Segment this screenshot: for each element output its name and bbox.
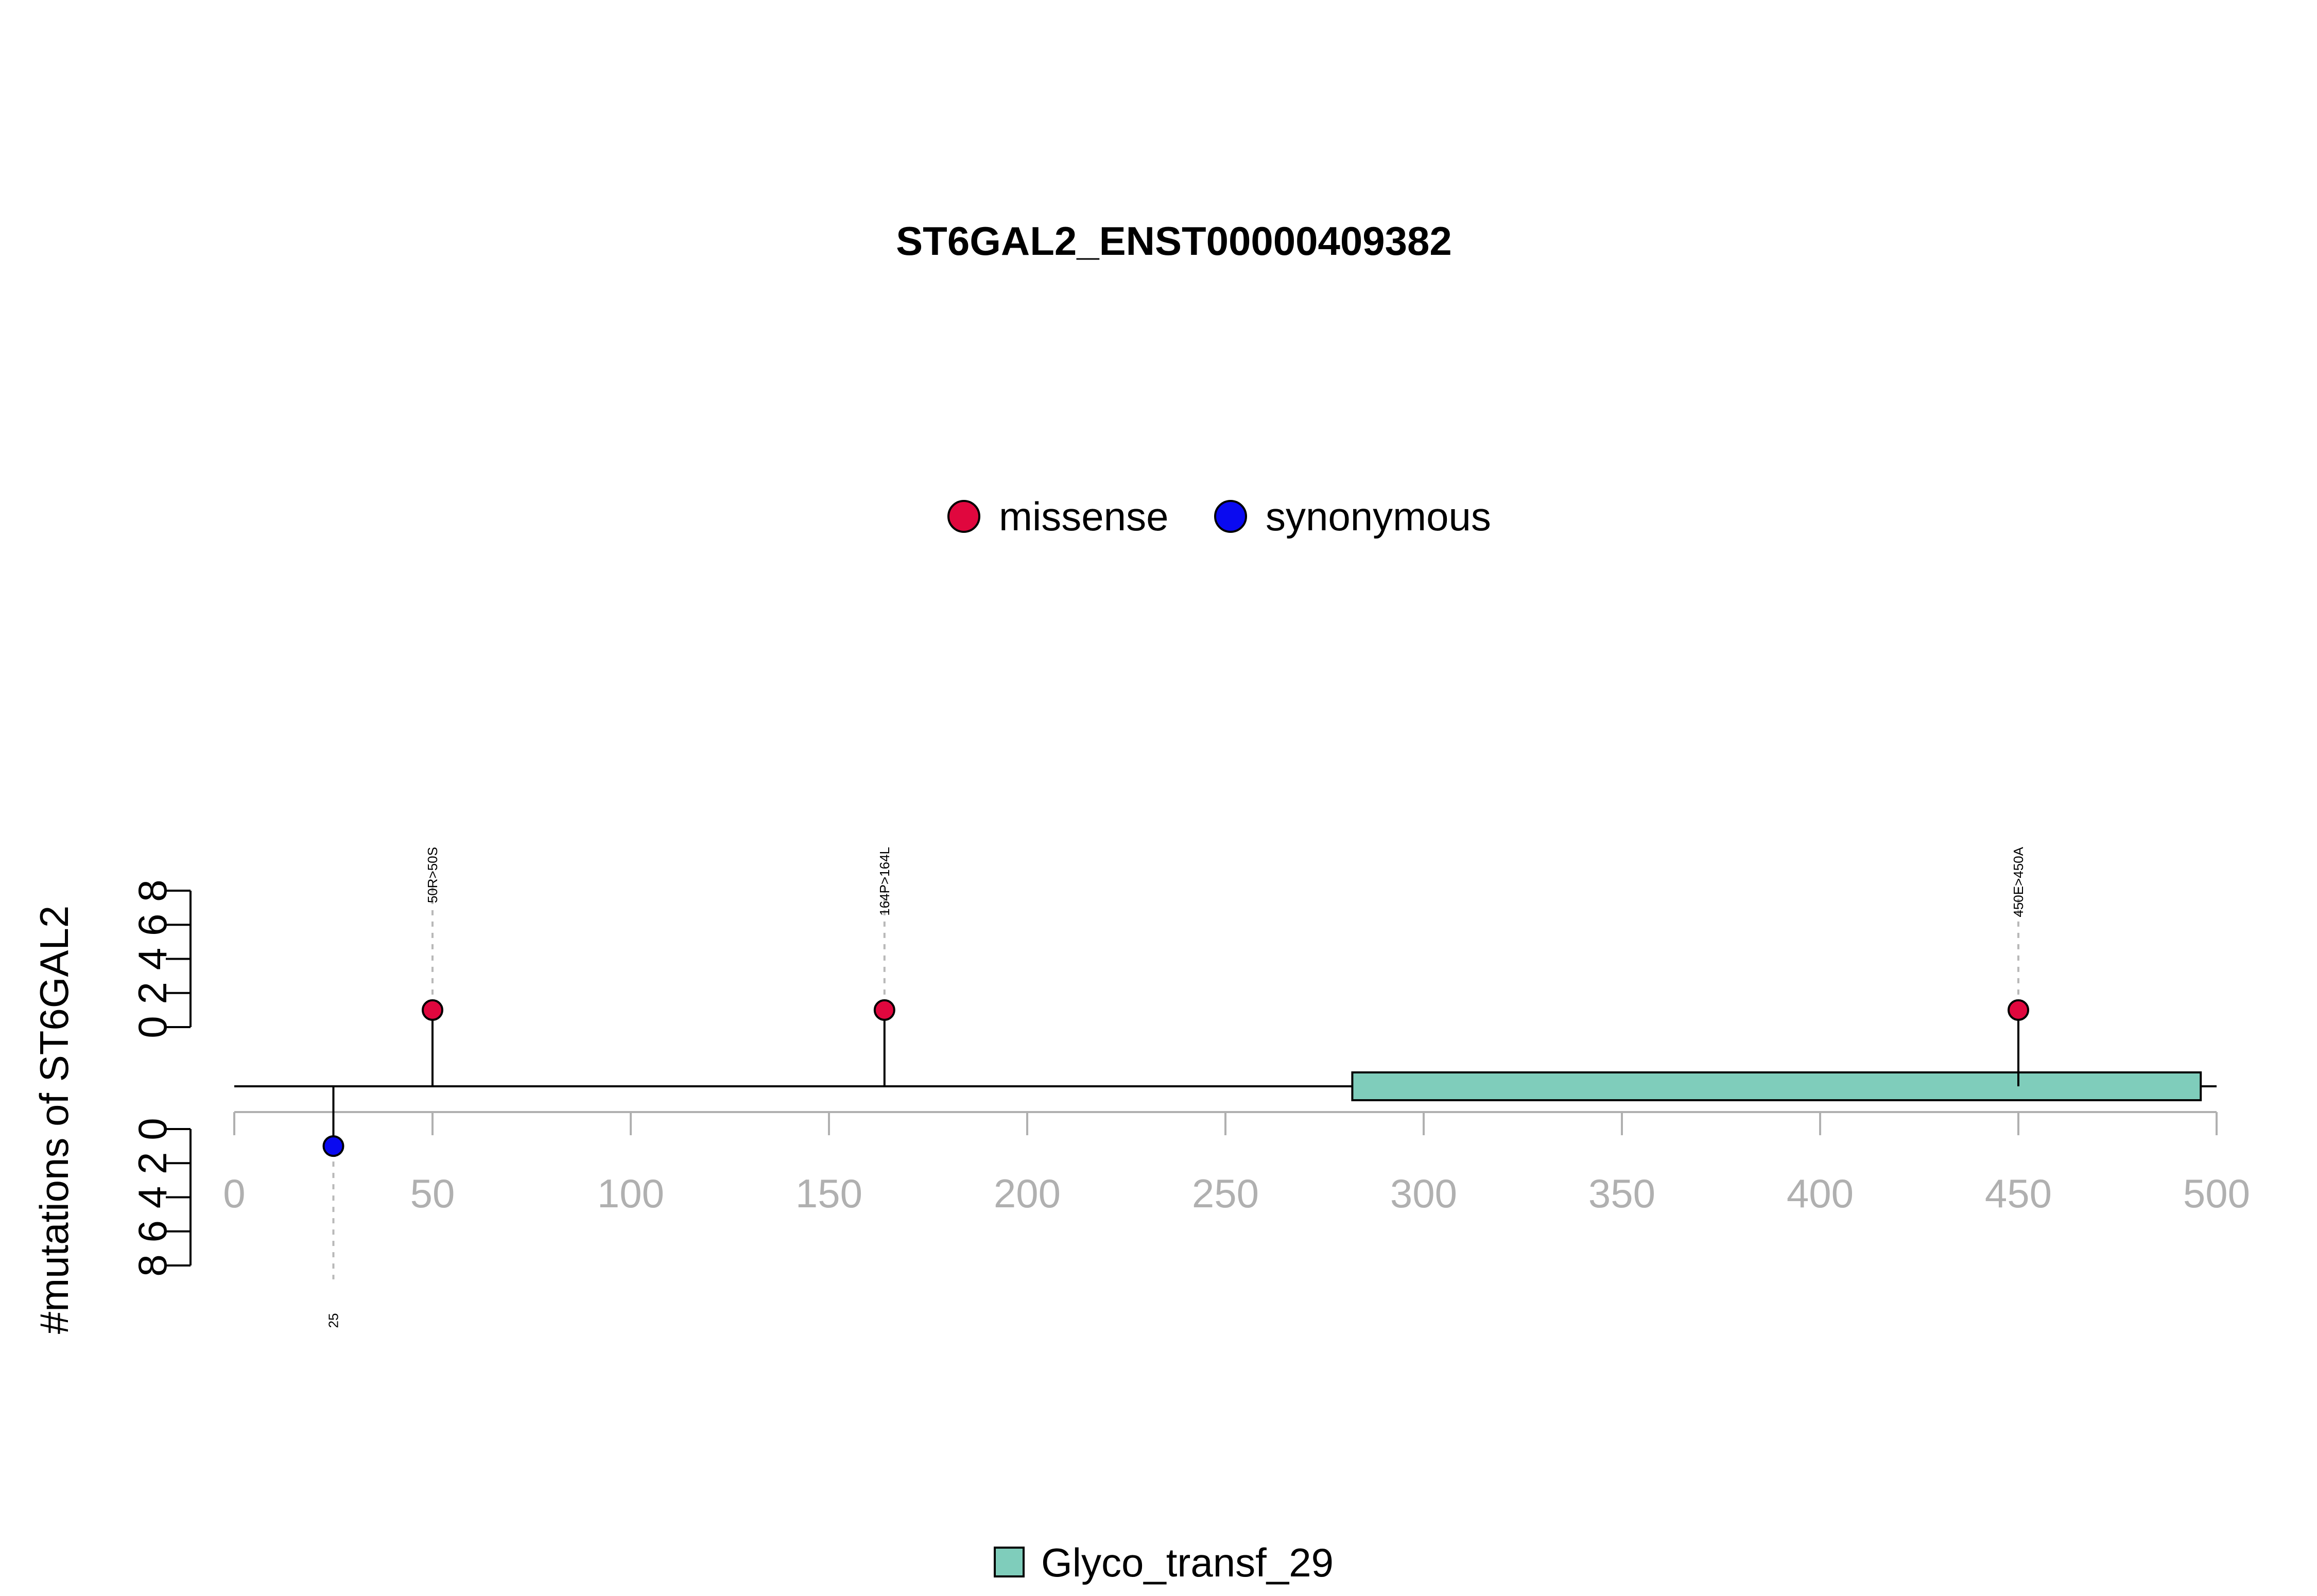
mutation-label-164: 164P>164L: [877, 847, 892, 916]
legend-label-missense: missense: [999, 494, 1168, 539]
y-axis-label: #mutations of ST6GAL2: [31, 906, 77, 1334]
x-tick-label-450: 450: [1985, 1171, 2052, 1216]
domain-legend-swatch-Glyco_transf_29: [994, 1547, 1025, 1577]
x-tick-label-400: 400: [1787, 1171, 1854, 1216]
mutation-label-50: 50R>50S: [425, 847, 440, 903]
mutation-point-25: [322, 1135, 344, 1157]
x-tick-label-300: 300: [1390, 1171, 1457, 1216]
domain-legend-label-Glyco_transf_29: Glyco_transf_29: [1041, 1540, 1334, 1585]
mutation-point-450: [2008, 999, 2029, 1021]
x-tick-label-350: 350: [1588, 1171, 1655, 1216]
y-tick-label-upper-0: 0: [130, 1016, 175, 1038]
x-tick-label-500: 500: [2183, 1171, 2250, 1216]
mutation-point-164: [873, 999, 895, 1021]
mutation-lollipops: 50R>50S 164P>164L 450E>450A 25: [322, 846, 2029, 1328]
y-tick-label-lower-4: 4: [130, 1186, 175, 1208]
mutation-point-50: [422, 999, 443, 1021]
mutation-type-legend: missense synonymous: [947, 494, 1491, 539]
legend-swatch-synonymous: [1214, 500, 1247, 533]
domain-boxes: [1351, 1071, 2202, 1101]
y-tick-label-upper-6: 6: [130, 914, 175, 936]
domain-box-Glyco_transf_29: [1351, 1071, 2202, 1101]
x-tick-label-50: 50: [410, 1171, 455, 1216]
legend-label-synonymous: synonymous: [1266, 494, 1491, 539]
y-tick-label-upper-4: 4: [130, 948, 175, 970]
y-tick-label-lower-0: 0: [130, 1118, 175, 1140]
x-tick-label-100: 100: [597, 1171, 664, 1216]
y-tick-label-lower-8: 8: [130, 1254, 175, 1276]
x-tick-label-0: 0: [223, 1171, 245, 1216]
x-tick-label-200: 200: [994, 1171, 1061, 1216]
y-axis-lower: 0 2 4 6 8: [130, 1118, 192, 1277]
x-tick-label-250: 250: [1192, 1171, 1259, 1216]
mutation-label-450: 450E>450A: [2011, 846, 2026, 917]
x-axis: 0 50 100 150 200 250 300 350 400 450 500: [223, 1111, 2250, 1216]
domain-legend: Glyco_transf_29: [994, 1540, 1334, 1585]
legend-swatch-missense: [947, 500, 980, 533]
y-axis-upper: 0 2 4 6 8: [130, 879, 192, 1038]
y-tick-label-upper-8: 8: [130, 879, 175, 901]
y-tick-label-lower-2: 2: [130, 1152, 175, 1174]
chart-title: ST6GAL2_ENST00000409382: [896, 218, 1452, 264]
y-tick-label-upper-2: 2: [130, 982, 175, 1004]
x-tick-label-150: 150: [796, 1171, 862, 1216]
y-tick-label-lower-6: 6: [130, 1220, 175, 1242]
mutation-label-25: 25: [326, 1313, 341, 1328]
